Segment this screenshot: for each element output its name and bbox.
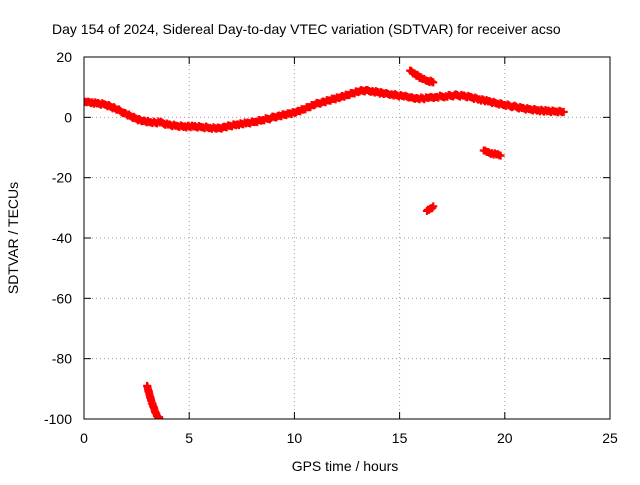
series-main-trace [84,86,568,133]
y-tick-label: 20 [56,49,72,65]
data-point [429,202,438,211]
data-point [559,107,568,116]
x-axis-label: GPS time / hours [292,458,399,474]
x-tick-label: 25 [602,430,618,446]
data-point [155,415,164,419]
y-tick-label: 0 [64,109,72,125]
y-tick-label: -60 [52,290,72,306]
y-tick-label: -20 [52,170,72,186]
grid-layer [84,57,610,419]
y-tick-label: -100 [44,411,72,427]
x-tick-label: 5 [185,430,193,446]
y-tick-label: -80 [52,351,72,367]
x-tick-label: 15 [392,430,408,446]
chart-title: Day 154 of 2024, Sidereal Day-to-day VTE… [52,21,561,37]
data-point [429,78,438,87]
data-point [496,151,505,160]
series-segment-16h [422,202,438,215]
x-tick-label: 0 [80,430,88,446]
x-tick-label: 20 [497,430,513,446]
y-tick-label: -40 [52,230,72,246]
x-tick-label: 10 [287,430,303,446]
series-segment-19h [479,146,505,160]
series-segment-3h [143,381,164,419]
y-axis-label: SDTVAR / TECUs [5,182,21,294]
series-segment-15-16h [406,66,438,87]
data-layer [84,66,568,419]
tick-layer: 0 5 10 15 20 25 -100 -80 -60 -40 -20 0 20 [44,49,618,446]
